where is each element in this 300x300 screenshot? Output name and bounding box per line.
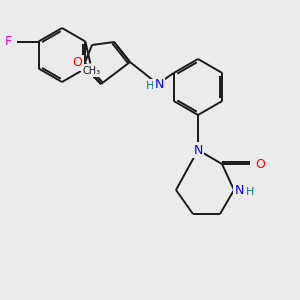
Text: N: N	[234, 184, 244, 196]
Text: H: H	[146, 81, 154, 91]
Text: O: O	[255, 158, 265, 170]
Text: O: O	[72, 56, 82, 70]
Text: N: N	[193, 143, 203, 157]
Text: CH₃: CH₃	[82, 65, 100, 76]
Text: F: F	[5, 35, 12, 48]
Text: N: N	[154, 79, 164, 92]
Text: H: H	[246, 187, 254, 197]
